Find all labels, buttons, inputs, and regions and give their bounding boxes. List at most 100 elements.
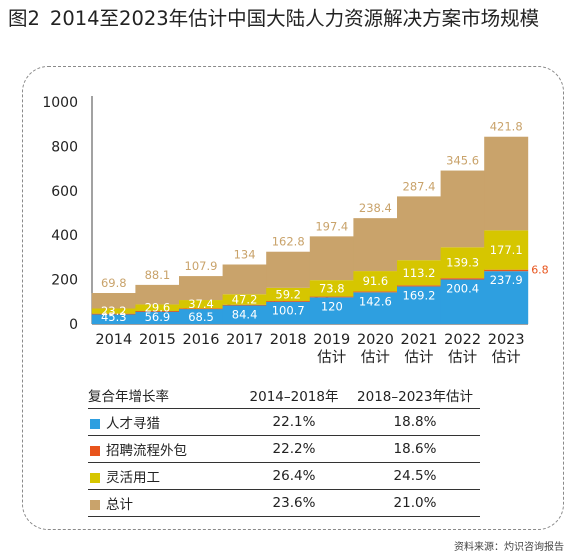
legend-swatch <box>90 473 100 483</box>
data-label-total: 69.8 <box>101 276 127 290</box>
cagr-row-name: 招聘流程外包 <box>106 443 187 459</box>
data-label-total: 134 <box>234 248 256 262</box>
data-label-flexible-staffing: 59.2 <box>275 287 301 301</box>
figure-number: 图2 <box>8 7 40 30</box>
chart-panel <box>22 66 564 530</box>
data-label-total: 88.1 <box>145 268 171 282</box>
bar-segment-total <box>135 284 180 305</box>
legend-swatch <box>90 500 100 510</box>
x-tick-label: 2016 <box>183 332 220 348</box>
bar-segment-flexible-staffing <box>266 287 311 302</box>
data-label-total: 107.9 <box>185 259 218 273</box>
data-label-flexible-staffing: 37.4 <box>188 297 214 311</box>
x-tick-label: 估计 <box>361 349 390 366</box>
bar-segment-flexible-staffing <box>484 230 529 270</box>
cagr-table-row: 人才寻猎 22.1% 18.8% <box>88 409 480 436</box>
bar-segment-rpo <box>309 296 354 298</box>
data-label-total: 238.4 <box>359 201 392 215</box>
data-label-talent-search: 84.4 <box>232 307 258 321</box>
bar-segment-rpo <box>222 304 267 306</box>
bar-segment-total <box>353 218 398 272</box>
bar-segment-flexible-staffing <box>309 280 354 297</box>
bar-segment-rpo <box>397 285 441 287</box>
data-label-talent-search: 120 <box>321 299 343 313</box>
cagr-value-2014-2018: 22.1% <box>272 414 316 430</box>
cagr-row-label: 招聘流程外包 <box>88 436 238 463</box>
cagr-header-period-1: 2014–2018年 <box>238 382 350 409</box>
bar-segment-rpo <box>91 313 136 315</box>
cagr-row-name: 人才寻猎 <box>106 416 160 432</box>
x-tick-label: 2022 <box>444 332 481 348</box>
bar-segment-talent-search <box>440 279 485 324</box>
data-label-total: 345.6 <box>446 154 479 168</box>
bar-segment-flexible-staffing <box>397 260 441 286</box>
cagr-value-2014-2018: 26.4% <box>272 468 316 484</box>
bar-segment-total <box>266 251 311 288</box>
data-label-talent-search: 237.9 <box>490 273 523 287</box>
data-label-flexible-staffing: 73.8 <box>319 281 345 295</box>
data-label-total: 197.4 <box>315 219 348 233</box>
data-label-talent-search: 56.9 <box>145 310 171 324</box>
data-label-rpo: 6.8 <box>531 264 549 277</box>
data-label-talent-search: 169.2 <box>403 288 436 302</box>
bar-segment-total <box>440 170 485 248</box>
stacked-bar-chart: 0200400600800100045.31.323.269.8201456.9… <box>42 95 549 366</box>
bar-segment-flexible-staffing <box>91 308 136 314</box>
cagr-header-period-2: 2018–2023年估计 <box>350 382 480 409</box>
x-tick-label: 2021 <box>401 332 438 348</box>
y-tick-label: 800 <box>51 139 78 155</box>
bar-segment-rpo <box>179 308 223 310</box>
x-tick-label: 2020 <box>357 332 394 348</box>
data-label-flexible-staffing: 177.1 <box>490 243 523 257</box>
x-tick-label: 估计 <box>317 349 346 366</box>
cagr-row-label: 总计 <box>88 490 238 517</box>
bar-segment-flexible-staffing <box>222 294 267 305</box>
data-label-total: 287.4 <box>403 179 436 193</box>
data-label-flexible-staffing: 91.6 <box>363 274 389 288</box>
x-tick-label: 2014 <box>95 332 132 348</box>
x-tick-label: 2023 <box>488 332 525 348</box>
bar-segment-talent-search <box>135 311 180 324</box>
bar-segment-flexible-staffing <box>179 300 223 309</box>
data-label-flexible-staffing: 47.2 <box>232 292 258 306</box>
cagr-value-2018-2023: 18.6% <box>393 441 437 457</box>
cagr-value-2018-2023: 24.5% <box>393 468 437 484</box>
data-label-flexible-staffing: 23.2 <box>101 304 127 318</box>
data-label-total: 421.8 <box>490 120 523 134</box>
cagr-row-label: 人才寻猎 <box>88 409 238 436</box>
data-label-talent-search: 142.6 <box>359 294 392 308</box>
bar-segment-talent-search <box>309 297 354 324</box>
bar-segment-rpo <box>266 301 311 302</box>
data-label-flexible-staffing: 139.3 <box>446 256 479 270</box>
data-label-total: 162.8 <box>272 235 305 249</box>
legend-swatch <box>90 446 100 456</box>
x-tick-label: 2018 <box>270 332 307 348</box>
cagr-table: 复合年增长率 2014–2018年 2018–2023年估计 人才寻猎 22.1%… <box>88 382 480 517</box>
cagr-table-row: 总计 23.6% 21.0% <box>88 490 480 517</box>
cagr-row-name: 灵活用工 <box>106 470 160 486</box>
bar-segment-total <box>397 196 441 261</box>
bar-segment-talent-search <box>179 308 223 324</box>
y-tick-label: 1000 <box>42 95 78 111</box>
x-tick-label: 估计 <box>448 349 477 366</box>
chart-title-text: 2014至2023年估计中国大陆人力资源解决方案市场规模 <box>49 7 540 30</box>
bar-segment-talent-search <box>266 301 311 324</box>
cagr-row-name: 总计 <box>106 497 133 513</box>
x-tick-label: 估计 <box>492 349 521 366</box>
bar-segment-talent-search <box>222 305 267 324</box>
bar-segment-flexible-staffing <box>440 247 485 279</box>
bar-segment-total <box>309 236 354 281</box>
data-label-flexible-staffing: 113.2 <box>403 266 436 280</box>
x-tick-label: 2019 <box>313 332 350 348</box>
legend-swatch <box>90 419 100 429</box>
x-tick-label: 2015 <box>139 332 176 348</box>
cagr-value-2018-2023: 18.8% <box>393 414 437 430</box>
x-tick-label: 2017 <box>226 332 263 348</box>
bar-segment-talent-search <box>397 286 441 324</box>
bar-segment-rpo <box>484 269 529 272</box>
cagr-value-2014-2018: 22.2% <box>272 441 316 457</box>
cagr-header-label: 复合年增长率 <box>88 382 238 409</box>
x-tick-label: 估计 <box>405 349 434 366</box>
bar-segment-talent-search <box>91 313 136 324</box>
y-tick-label: 600 <box>51 184 78 200</box>
